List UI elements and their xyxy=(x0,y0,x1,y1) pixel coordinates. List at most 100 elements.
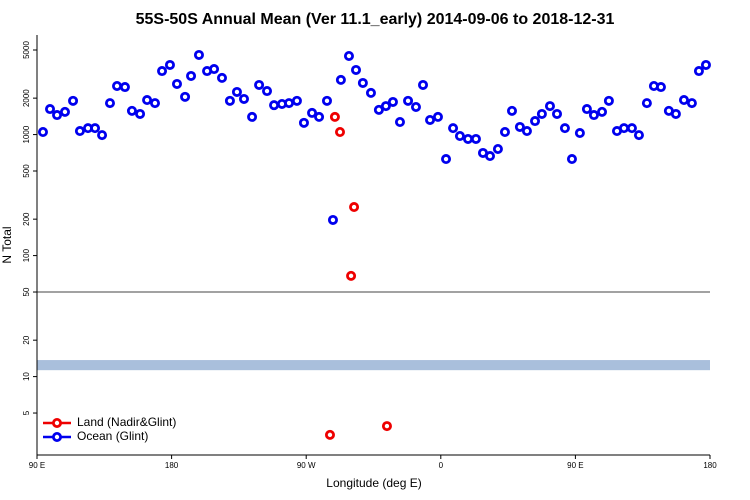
x-tick-label: 0 xyxy=(439,461,444,470)
data-point xyxy=(324,429,335,440)
data-point xyxy=(499,127,510,138)
legend-label: Ocean (Glint) xyxy=(77,429,148,443)
data-point xyxy=(52,110,63,121)
y-tick-label: 2000 xyxy=(22,89,31,107)
legend-marker xyxy=(52,431,63,442)
data-point xyxy=(149,98,160,109)
data-point xyxy=(641,98,652,109)
data-point xyxy=(307,107,318,118)
y-tick-label: 100 xyxy=(22,248,31,262)
data-point xyxy=(454,131,465,142)
data-point xyxy=(104,98,115,109)
x-tick-label: 180 xyxy=(703,461,717,470)
data-point xyxy=(514,121,525,132)
data-point xyxy=(418,79,429,90)
data-point xyxy=(574,128,585,139)
data-point xyxy=(247,111,258,122)
data-point xyxy=(291,95,302,106)
data-point xyxy=(119,82,130,93)
y-tick-label: 500 xyxy=(22,164,31,178)
data-point xyxy=(329,111,340,122)
data-point xyxy=(693,66,704,77)
data-point xyxy=(425,114,436,125)
data-point xyxy=(441,154,452,165)
data-point xyxy=(171,78,182,89)
y-axis-label: N Total xyxy=(0,226,14,263)
data-point xyxy=(126,105,137,116)
x-tick-label: 90 W xyxy=(297,461,316,470)
data-point xyxy=(327,214,338,225)
x-axis-label: Longitude (deg E) xyxy=(326,476,421,490)
data-point xyxy=(37,127,48,138)
y-tick-label: 10 xyxy=(22,372,31,381)
data-point xyxy=(403,95,414,106)
y-tick-label: 200 xyxy=(22,212,31,226)
chart-title: 55S-50S Annual Mean (Ver 11.1_early) 201… xyxy=(136,11,615,28)
data-point xyxy=(521,126,532,137)
data-point xyxy=(633,130,644,141)
data-point xyxy=(603,95,614,106)
data-point xyxy=(381,421,392,432)
data-point xyxy=(90,123,101,134)
data-point xyxy=(492,143,503,154)
data-point xyxy=(470,133,481,144)
data-point xyxy=(394,117,405,128)
data-point xyxy=(448,123,459,134)
data-point xyxy=(588,110,599,121)
data-point xyxy=(552,108,563,119)
data-point xyxy=(410,101,421,112)
data-point xyxy=(530,116,541,127)
data-point xyxy=(346,270,357,281)
data-point xyxy=(335,74,346,85)
data-point xyxy=(700,59,711,70)
data-point xyxy=(349,202,360,213)
y-tick-label: 20 xyxy=(22,335,31,344)
data-point xyxy=(157,66,168,77)
data-point xyxy=(142,95,153,106)
data-point xyxy=(97,130,108,141)
data-point xyxy=(209,64,220,75)
data-point xyxy=(321,95,332,106)
data-point xyxy=(186,70,197,81)
y-tick-label: 5000 xyxy=(22,41,31,59)
data-point xyxy=(581,104,592,115)
data-point xyxy=(45,104,56,115)
data-point xyxy=(314,111,325,122)
data-point xyxy=(357,77,368,88)
data-point xyxy=(485,151,496,162)
data-point xyxy=(686,98,697,109)
data-point xyxy=(506,105,517,116)
data-point xyxy=(655,82,666,93)
data-point xyxy=(365,87,376,98)
data-point xyxy=(68,95,79,106)
data-point xyxy=(231,86,242,97)
data-point xyxy=(597,106,608,117)
data-point xyxy=(254,79,265,90)
data-point xyxy=(135,108,146,119)
data-point xyxy=(544,101,555,112)
data-point xyxy=(180,91,191,102)
data-point xyxy=(678,95,689,106)
y-tick-label: 5 xyxy=(22,410,31,415)
data-point xyxy=(164,59,175,70)
data-point xyxy=(373,104,384,115)
legend-marker xyxy=(52,417,63,428)
data-point xyxy=(559,123,570,134)
legend-label: Land (Nadir&Glint) xyxy=(77,415,176,429)
data-point xyxy=(387,96,398,107)
data-point xyxy=(351,64,362,75)
data-point xyxy=(238,93,249,104)
data-point xyxy=(566,154,577,165)
data-point xyxy=(224,95,235,106)
x-tick-label: 90 E xyxy=(29,461,45,470)
data-point xyxy=(380,101,391,112)
data-point xyxy=(217,72,228,83)
data-point xyxy=(343,50,354,61)
data-point xyxy=(59,106,70,117)
data-point xyxy=(432,111,443,122)
data-point xyxy=(670,108,681,119)
x-tick-label: 180 xyxy=(165,461,179,470)
data-point xyxy=(298,117,309,128)
x-tick-label: 90 E xyxy=(567,461,583,470)
